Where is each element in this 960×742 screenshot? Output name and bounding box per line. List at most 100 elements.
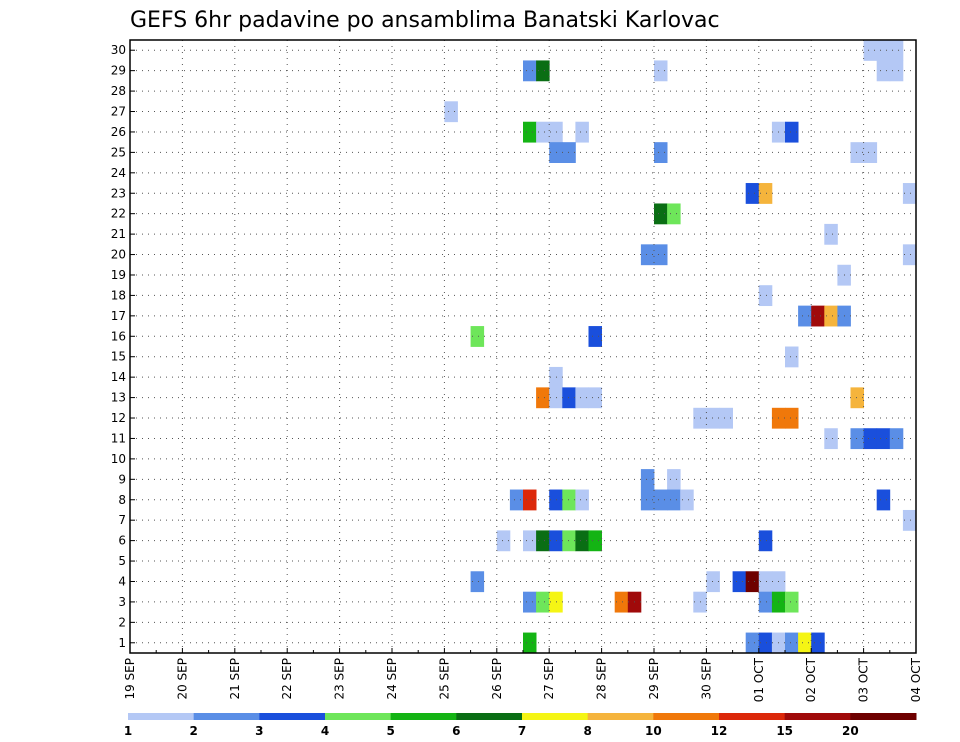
x-tick-label: 25 SEP	[437, 658, 451, 700]
colorbar-segment	[259, 713, 326, 720]
heatmap-cell	[523, 121, 537, 143]
heatmap-cell	[549, 530, 563, 552]
heatmap-cell	[496, 530, 511, 552]
colorbar-label: 12	[711, 724, 728, 738]
heatmap-cell	[523, 60, 537, 82]
heatmap-cell	[523, 530, 537, 552]
colorbar-label: 7	[518, 724, 526, 738]
heatmap-cell	[562, 387, 576, 409]
colorbar-label: 15	[776, 724, 793, 738]
colorbar-segment	[587, 713, 654, 720]
x-tick-label: 29 SEP	[647, 658, 661, 700]
heatmap-cell	[549, 387, 563, 409]
colorbar-segment	[719, 713, 786, 720]
heatmap-cell	[509, 489, 524, 511]
heatmap-cell	[876, 60, 891, 82]
colorbar-label: 8	[583, 724, 591, 738]
heatmap-cell	[640, 469, 655, 490]
x-tick-label: 30 SEP	[699, 658, 713, 700]
colorbar-label: 1	[124, 724, 132, 738]
heatmap-cell	[562, 530, 576, 552]
heatmap-cell	[536, 591, 550, 613]
heatmap-cell	[588, 387, 602, 409]
heatmap-cell	[523, 489, 537, 511]
y-tick-label: 26	[111, 125, 126, 139]
y-tick-label: 4	[118, 574, 126, 588]
x-tick-label: 02 OCT	[804, 657, 818, 702]
heatmap-cell	[745, 632, 760, 654]
y-tick-label: 9	[118, 472, 126, 486]
heatmap-cell	[745, 183, 760, 204]
colorbar-segment	[784, 713, 851, 720]
x-tick-label: 20 SEP	[175, 658, 189, 700]
heatmap-cell	[640, 489, 655, 511]
y-tick-label: 1	[118, 636, 126, 650]
x-tick-label: 22 SEP	[280, 658, 294, 700]
ticks-layer: 1234567891011121314151617181920212223242…	[111, 43, 923, 702]
y-tick-label: 22	[111, 207, 126, 221]
heatmap-cell	[654, 60, 668, 82]
heatmap-cell	[654, 203, 668, 225]
heatmap-cell	[614, 591, 629, 613]
heatmap-cell	[850, 428, 864, 450]
heatmap-cell	[444, 101, 458, 123]
heatmap-cell	[902, 183, 917, 204]
y-tick-label: 24	[111, 166, 126, 180]
heatmap-cell	[824, 428, 838, 450]
heatmap-cell	[549, 489, 563, 511]
heatmap-cell	[706, 571, 720, 593]
y-tick-label: 19	[111, 268, 126, 282]
heatmap-cell	[732, 571, 747, 593]
y-tick-label: 16	[111, 329, 126, 343]
heatmap-cell	[719, 407, 733, 429]
heatmap-cell	[575, 121, 589, 143]
heatmap-cell	[470, 326, 485, 347]
x-tick-label: 28 SEP	[595, 658, 609, 700]
y-tick-label: 20	[111, 248, 126, 262]
y-tick-label: 7	[118, 513, 126, 527]
colorbar-segment	[128, 713, 195, 720]
y-tick-label: 12	[111, 411, 126, 425]
heatmap-cell	[575, 530, 589, 552]
heatmap-cell	[758, 632, 773, 654]
heatmap-cell	[863, 142, 878, 163]
colorbar-segment	[850, 713, 917, 720]
heatmap-cell	[850, 387, 864, 409]
y-tick-label: 30	[111, 43, 126, 57]
heatmap-cell	[758, 591, 773, 613]
colorbar-label: 4	[321, 724, 329, 738]
heatmap-cell	[758, 571, 773, 593]
x-tick-label: 27 SEP	[542, 658, 556, 700]
heatmap-cell	[640, 244, 655, 266]
y-tick-label: 3	[118, 595, 126, 609]
heatmap-cell	[667, 469, 681, 490]
heatmap-cell	[549, 121, 563, 143]
heatmap-cell	[811, 632, 825, 654]
colorbar-label: 10	[645, 724, 662, 738]
heatmap-cell	[536, 530, 550, 552]
heatmap-cell	[549, 366, 563, 388]
x-tick-label: 19 SEP	[123, 658, 137, 700]
y-tick-label: 14	[111, 370, 126, 384]
heatmap-cell	[785, 346, 799, 368]
heatmap-cell	[785, 632, 799, 654]
heatmap-cell	[536, 121, 550, 143]
colorbar: 1 2 3 4 5 6 7 8 10 12 15 20	[124, 713, 917, 738]
heatmap-cell	[523, 632, 537, 654]
heatmap-cell	[889, 40, 904, 61]
colorbar-segment	[193, 713, 260, 720]
heatmap-cell	[850, 142, 864, 163]
heatmap-cell	[824, 305, 838, 327]
heatmap-cell	[654, 489, 668, 511]
heatmap-cell	[536, 60, 550, 82]
colorbar-label: 2	[189, 724, 197, 738]
x-tick-label: 04 OCT	[909, 657, 923, 702]
x-tick-label: 24 SEP	[385, 658, 399, 700]
y-tick-label: 17	[111, 309, 126, 323]
heatmap-cell	[824, 223, 838, 245]
colorbar-label: 20	[842, 724, 859, 738]
y-tick-label: 6	[118, 534, 126, 548]
heatmap-cell	[785, 407, 799, 429]
x-tick-label: 26 SEP	[490, 658, 504, 700]
heatmap-cell	[785, 121, 799, 143]
